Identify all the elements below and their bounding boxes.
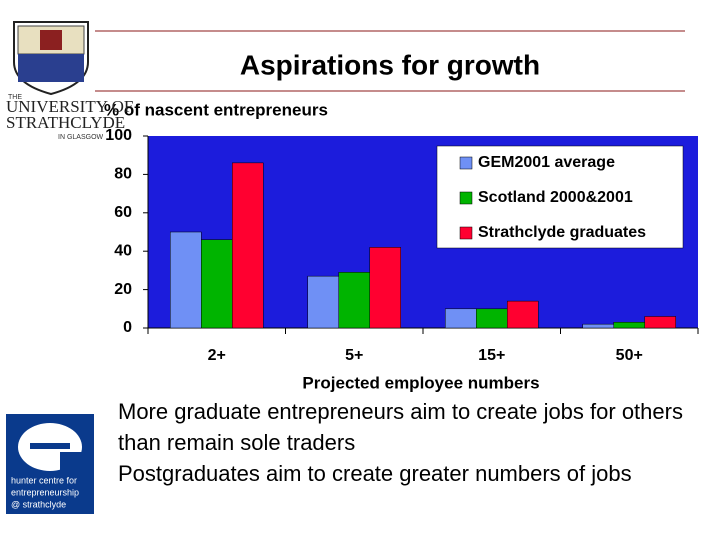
logo-text: entrepreneurship	[11, 487, 79, 497]
x-tick-label: 15+	[478, 347, 505, 364]
legend-box	[436, 145, 684, 249]
bar	[369, 247, 401, 329]
x-tick-label: 50+	[616, 347, 643, 364]
crest-castle	[40, 30, 62, 50]
logo-text: IN GLASGOW	[58, 134, 104, 141]
logo-text: hunter centre for	[11, 475, 77, 485]
bullet-list: More graduate entrepreneurs aim to creat…	[118, 396, 688, 489]
legend-label: Scotland 2000&2001	[478, 189, 633, 206]
y-tick-label: 80	[114, 166, 132, 183]
y-tick-label: 40	[114, 242, 132, 259]
legend-label: Strathclyde graduates	[478, 224, 646, 241]
bar	[445, 308, 477, 329]
y-axis-label: % of nascent entrepreneurs	[104, 100, 328, 119]
logo-text: STRATHCLYDE	[6, 113, 125, 132]
bullet: Postgraduates aim to create greater numb…	[118, 461, 632, 486]
logo-text: THE	[8, 94, 22, 101]
logo-text: UNIVERSITY OF	[6, 97, 133, 116]
hunter-e-bar	[30, 443, 70, 449]
y-tick-label: 0	[123, 319, 132, 336]
bar	[644, 316, 676, 329]
legend-swatch	[459, 156, 473, 170]
legend-swatch	[459, 226, 473, 240]
y-tick-label: 100	[105, 127, 132, 144]
bar	[582, 323, 614, 329]
bullet: More graduate entrepreneurs aim to creat…	[118, 399, 683, 455]
crest-quarter	[51, 54, 84, 82]
chart-title: Aspirations for growth	[240, 49, 540, 80]
bar	[613, 321, 645, 329]
bar	[232, 162, 264, 329]
y-tick-label: 20	[114, 281, 132, 298]
x-tick-label: 2+	[208, 347, 226, 364]
bar	[307, 275, 339, 329]
y-tick-label: 60	[114, 204, 132, 221]
logo-text: @ strathclyde	[11, 499, 66, 509]
legend-swatch	[459, 191, 473, 205]
bar	[170, 231, 202, 329]
x-axis-label: Projected employee numbers	[302, 373, 539, 392]
x-tick-label: 5+	[345, 347, 363, 364]
legend-label: GEM2001 average	[478, 154, 615, 171]
hunter-logo: hunter centre for entrepreneurship @ str…	[6, 414, 94, 514]
hunter-e-cut	[60, 452, 84, 472]
university-logo: THE UNIVERSITY OF STRATHCLYDE IN GLASGOW	[6, 21, 133, 141]
bar	[201, 239, 233, 329]
bar	[476, 308, 508, 329]
bar	[507, 300, 539, 329]
crest-quarter	[18, 54, 51, 82]
bar	[338, 272, 370, 329]
